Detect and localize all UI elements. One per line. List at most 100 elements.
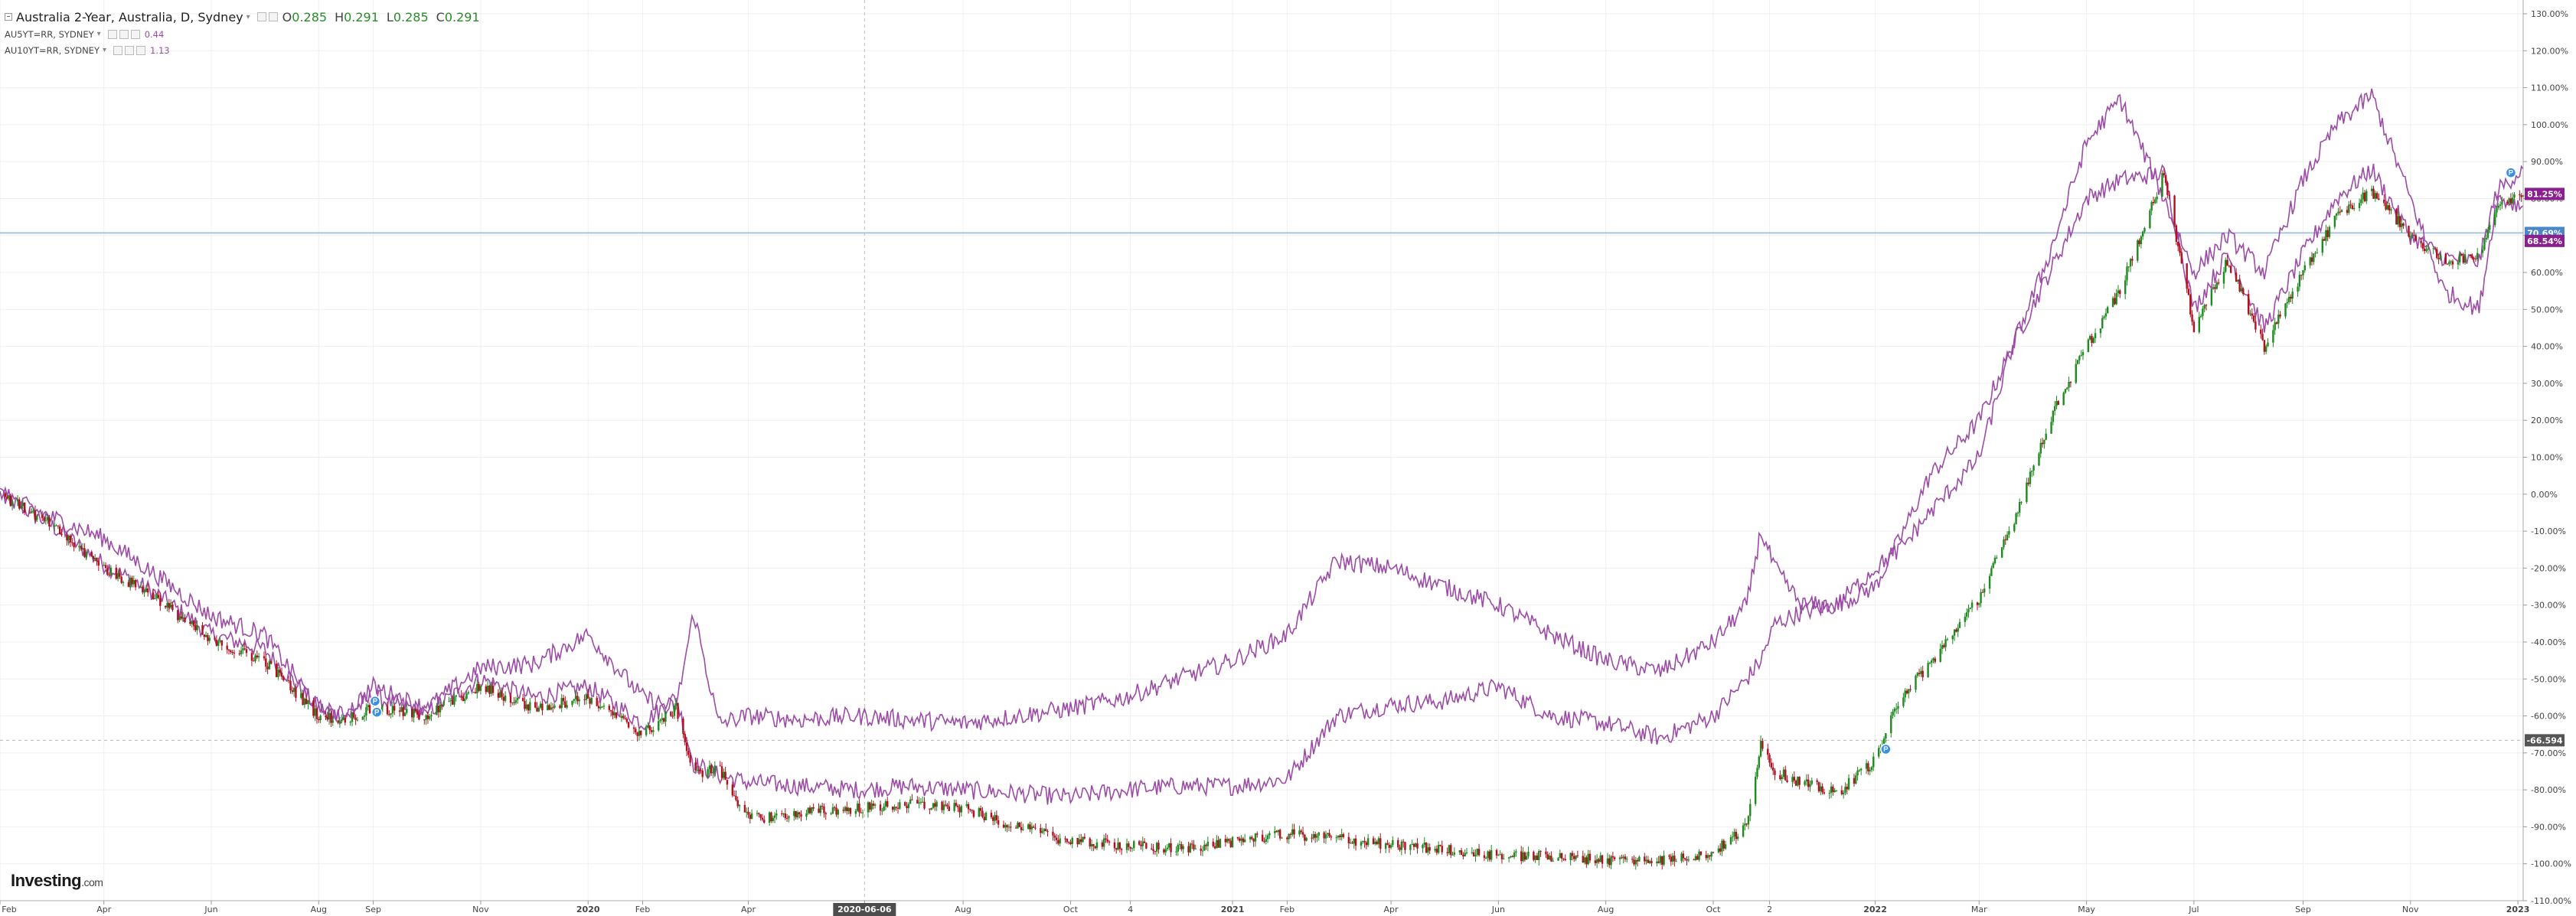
- candle-up: [2448, 261, 2450, 265]
- candle-up: [1659, 856, 1662, 863]
- candle-down: [743, 804, 746, 813]
- candle-up: [1983, 588, 1986, 593]
- candle-down: [2444, 253, 2447, 264]
- legend-series-au10y[interactable]: AU10YT=RR, SYDNEY ▾ 1.13: [5, 42, 483, 58]
- settings-icon[interactable]: [125, 45, 134, 55]
- candle-up: [36, 515, 38, 520]
- candle-up: [300, 693, 302, 698]
- eye-icon[interactable]: [107, 29, 117, 39]
- candle-down: [2152, 202, 2155, 204]
- candle-up: [328, 712, 331, 720]
- candle-down: [2473, 258, 2475, 259]
- settings-icon[interactable]: [268, 12, 278, 21]
- candle-up: [2099, 328, 2102, 334]
- y-tick-label: 0.00%: [2531, 490, 2558, 500]
- candle-up: [918, 802, 920, 804]
- candle-down: [995, 815, 998, 820]
- candle-down: [869, 802, 871, 810]
- candle-up: [2127, 266, 2130, 268]
- candle-down: [1699, 851, 1703, 856]
- candle-down: [279, 670, 281, 673]
- candle-up: [1071, 837, 1073, 844]
- candle-down: [1644, 856, 1646, 862]
- candle-up: [1930, 660, 1933, 663]
- chevron-down-icon[interactable]: ▾: [96, 30, 101, 38]
- candle-down: [534, 702, 537, 708]
- legend-main-row: Australia 2-Year, Australia, D, Sydney ▾…: [5, 8, 483, 26]
- candle-down: [43, 517, 45, 521]
- candle-up: [430, 715, 433, 717]
- candle-down: [1076, 837, 1079, 845]
- candle-down: [6, 497, 8, 499]
- candle-up: [1964, 616, 1967, 622]
- close-icon[interactable]: [136, 45, 145, 55]
- candle-down: [201, 625, 204, 635]
- candle-down: [992, 817, 994, 821]
- candle-up: [2348, 204, 2350, 214]
- candle-up: [1268, 833, 1271, 836]
- candle-down: [1633, 859, 1635, 865]
- candle-up: [1892, 711, 1894, 716]
- candle-down: [958, 807, 961, 813]
- price-labels: 81.25%70.69%68.54%-66.594: [2525, 187, 2565, 747]
- candle-down: [1793, 777, 1795, 781]
- close-icon[interactable]: [130, 29, 140, 39]
- x-tick-label: Apr: [96, 905, 112, 914]
- candle-up: [1622, 856, 1624, 859]
- candle-down: [354, 717, 357, 720]
- candle-up: [1804, 781, 1806, 785]
- candle-down: [1213, 846, 1216, 849]
- candle-down: [1611, 856, 1614, 858]
- candle-up: [750, 813, 753, 820]
- chevron-down-icon[interactable]: ▾: [246, 12, 250, 21]
- settings-icon[interactable]: [119, 29, 129, 39]
- chevron-down-icon[interactable]: ▾: [102, 46, 106, 54]
- candle-up: [1043, 829, 1046, 832]
- candle-down: [587, 694, 589, 699]
- x-tick-label: Nov: [472, 905, 489, 914]
- candle-down: [1083, 836, 1086, 839]
- candle-down: [2166, 182, 2169, 195]
- candle-up: [2272, 330, 2274, 343]
- candle-down: [280, 673, 283, 677]
- candle-down: [131, 577, 133, 585]
- candle-down: [891, 807, 894, 810]
- candle-up: [953, 803, 955, 811]
- candle-up: [1645, 859, 1647, 862]
- x-tick-label: Jul: [2188, 905, 2199, 914]
- candle-up: [191, 621, 193, 624]
- candle-up: [2274, 322, 2276, 331]
- candle-down: [1278, 830, 1281, 839]
- candle-up: [942, 804, 945, 810]
- candle-up: [1078, 839, 1081, 845]
- candle-up: [1847, 777, 1850, 790]
- eye-icon[interactable]: [256, 12, 266, 21]
- candle-up: [254, 655, 256, 661]
- candle-down: [2434, 248, 2437, 249]
- candle-up: [2340, 210, 2343, 212]
- candle-up: [645, 728, 648, 735]
- candle-up: [1855, 775, 1857, 784]
- candle-up: [122, 582, 125, 583]
- eye-icon[interactable]: [113, 45, 122, 55]
- candle-down: [462, 696, 465, 702]
- legend-series-au5y[interactable]: AU5YT=RR, SYDNEY ▾ 0.44: [5, 26, 483, 42]
- candle-up: [365, 707, 367, 716]
- candle-down: [127, 582, 130, 587]
- candle-up: [1988, 575, 1991, 589]
- candle-down: [2261, 334, 2264, 341]
- candle-up: [351, 712, 354, 722]
- collapse-legend-button[interactable]: [5, 13, 12, 21]
- candle-up: [2362, 192, 2364, 200]
- candle-up: [1133, 841, 1135, 849]
- candle-up: [1317, 832, 1320, 836]
- candle-down: [671, 716, 674, 717]
- candle-down: [90, 552, 93, 556]
- legend-series-value: 1.13: [150, 44, 170, 56]
- candle-down: [710, 765, 713, 774]
- candle-down: [230, 650, 232, 653]
- candle-down: [488, 686, 491, 694]
- candle-up: [8, 495, 10, 499]
- candle-down: [923, 801, 926, 809]
